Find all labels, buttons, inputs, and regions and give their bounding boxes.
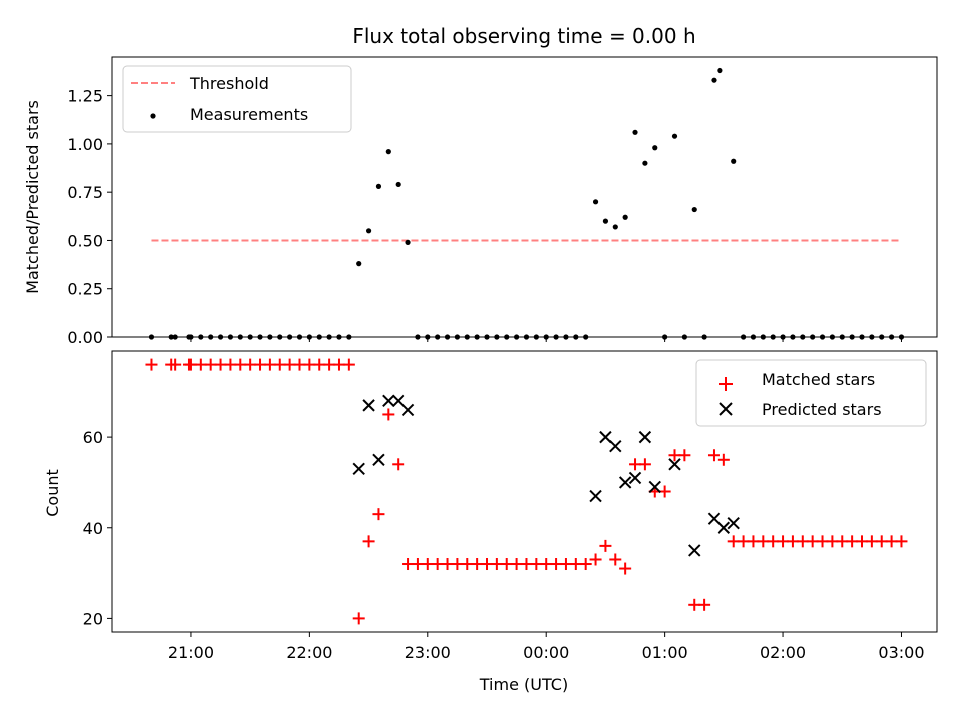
matched-star-point	[678, 449, 691, 462]
x-tick-label: 21:00	[168, 643, 214, 662]
flux-ratio-panel: Flux total observing time = 0.00 h Match…	[23, 24, 938, 347]
predicted-star-point	[589, 489, 602, 503]
predicted-star-point	[717, 521, 731, 534]
predicted-star-point	[609, 439, 622, 453]
predicted-star-point	[382, 394, 395, 408]
bottom-x-ticks: 21:00 22:00 23:00 00:00 01:00 02:00 03:00	[168, 632, 925, 662]
y-tick-label: 0.75	[67, 183, 103, 202]
predicted-star-point	[628, 471, 642, 485]
predicted-star-point	[648, 480, 661, 494]
measurement-point	[592, 199, 599, 205]
legend-matched-label: Matched stars	[762, 370, 875, 389]
measurement-point	[671, 133, 678, 139]
bottom-plot-frame	[111, 350, 938, 633]
y-tick-label: 0.50	[67, 231, 103, 250]
y-tick-label: 1.25	[67, 87, 103, 106]
x-axis-label: Time (UTC)	[479, 675, 568, 694]
top-plot-frame	[111, 56, 938, 338]
y-tick-label: 40	[83, 519, 103, 538]
bottom-legend: Matched stars Predicted stars	[695, 359, 927, 427]
matched-star-point	[599, 539, 612, 552]
measurement-point	[602, 218, 609, 224]
top-y-ticks: 0.00 0.25 0.50 0.75 1.00 1.25	[67, 87, 112, 347]
predicted-star-point	[352, 462, 365, 476]
matched-star-point	[619, 562, 632, 575]
matched-star-point	[579, 558, 592, 571]
measurement-point	[612, 224, 618, 230]
chart-title: Flux total observing time = 0.00 h	[352, 24, 695, 48]
measurement-point	[691, 206, 697, 213]
top-y-axis-label: Matched/Predicted stars	[23, 100, 42, 294]
measurement-point	[356, 261, 362, 267]
legend-threshold-label: Threshold	[189, 74, 269, 93]
measurement-point	[652, 145, 658, 151]
measurement-point	[622, 214, 628, 220]
legend-matched-swatch	[719, 377, 733, 391]
matched-star-point	[342, 358, 355, 371]
legend-measurements-label: Measurements	[190, 105, 308, 124]
predicted-star-point	[707, 512, 721, 525]
matched-star-point	[382, 408, 395, 421]
y-tick-label: 0.25	[67, 280, 103, 299]
matched-star-point	[372, 508, 385, 521]
matched-star-point	[717, 453, 730, 466]
measurement-point	[365, 228, 372, 234]
measurement-point	[405, 239, 411, 245]
x-tick-label: 02:00	[760, 643, 806, 662]
predicted-star-point	[401, 403, 415, 417]
y-tick-label: 1.00	[67, 135, 103, 154]
x-tick-label: 22:00	[286, 643, 332, 662]
matched-star-point	[707, 449, 720, 462]
predicted-star-point	[727, 517, 740, 530]
measurement-point	[375, 183, 382, 189]
x-tick-label: 01:00	[642, 643, 688, 662]
x-tick-label: 00:00	[523, 643, 569, 662]
y-tick-label: 0.00	[67, 328, 103, 347]
measurement-point	[711, 77, 717, 83]
matched-star-point	[638, 458, 651, 471]
top-legend-box	[122, 65, 352, 133]
legend-measurements-swatch	[150, 113, 156, 119]
top-legend: Threshold Measurements	[122, 65, 352, 133]
measurement-point	[642, 160, 648, 166]
matched-star-point	[352, 612, 365, 625]
x-tick-label: 03:00	[878, 643, 924, 662]
matched-star-point	[589, 553, 602, 566]
predicted-star-point	[362, 399, 375, 412]
predicted-star-point	[668, 458, 681, 471]
legend-predicted-label: Predicted stars	[762, 400, 882, 419]
bottom-legend-box	[695, 359, 927, 427]
predicted-star-point	[391, 394, 405, 408]
measurement-point	[717, 67, 723, 74]
measurement-point	[632, 129, 638, 135]
bottom-y-axis-label: Count	[43, 469, 62, 517]
matched-star-point	[392, 458, 405, 471]
predicted-star-point	[618, 476, 632, 489]
measurement-point	[731, 158, 737, 164]
matched-star-point	[895, 535, 908, 548]
matched-star-point	[145, 358, 158, 371]
matched-star-point	[169, 358, 182, 371]
star-count-panel: Count Time (UTC) 20 40 60 21:00 22:00 23:00 0…	[43, 350, 938, 694]
y-tick-label: 20	[83, 609, 103, 628]
measurement-point	[395, 181, 401, 188]
matched-star-point	[362, 535, 375, 548]
matched-star-point	[698, 598, 711, 611]
predicted-star-point	[599, 430, 612, 444]
legend-predicted-swatch	[719, 402, 733, 416]
predicted-star-point	[372, 453, 385, 466]
bottom-y-ticks: 20 40 60	[83, 428, 112, 628]
measurement-point	[385, 149, 391, 155]
bottom-plot-marks	[145, 358, 908, 625]
matched-star-point	[609, 553, 622, 566]
x-tick-label: 23:00	[405, 643, 451, 662]
y-tick-label: 60	[83, 428, 103, 447]
predicted-star-point	[638, 430, 652, 444]
predicted-star-point	[688, 544, 701, 557]
